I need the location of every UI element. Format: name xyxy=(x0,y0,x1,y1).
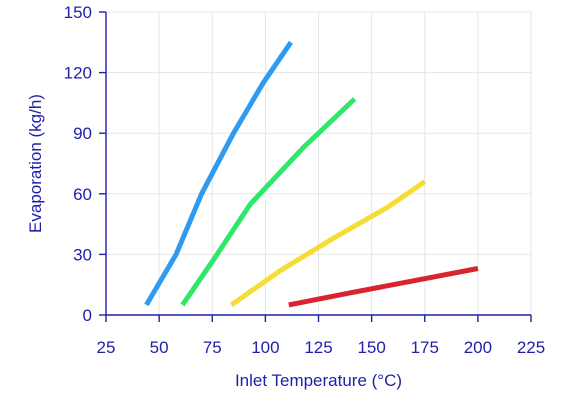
x-tick-label: 125 xyxy=(304,338,332,357)
x-tick-label: 100 xyxy=(251,338,279,357)
y-tick-label: 60 xyxy=(73,185,92,204)
x-tick-label: 150 xyxy=(357,338,385,357)
y-tick-label: 120 xyxy=(64,64,92,83)
x-tick-label: 25 xyxy=(97,338,116,357)
y-tick-label: 30 xyxy=(73,245,92,264)
x-tick-label: 50 xyxy=(150,338,169,357)
y-tick-label: 150 xyxy=(64,3,92,22)
x-tick-label: 175 xyxy=(411,338,439,357)
series-line-4 xyxy=(289,269,478,305)
series-line-2 xyxy=(183,99,355,305)
x-axis-title: Inlet Temperature (°C) xyxy=(235,371,402,390)
x-tick-label: 200 xyxy=(464,338,492,357)
y-axis-title: Evaporation (kg/h) xyxy=(26,94,45,233)
y-tick-label: 0 xyxy=(83,306,92,325)
x-tick-label: 75 xyxy=(203,338,222,357)
x-tick-label: 225 xyxy=(517,338,545,357)
y-tick-label: 90 xyxy=(73,124,92,143)
series-layer xyxy=(146,42,478,305)
series-line-1 xyxy=(146,42,291,305)
